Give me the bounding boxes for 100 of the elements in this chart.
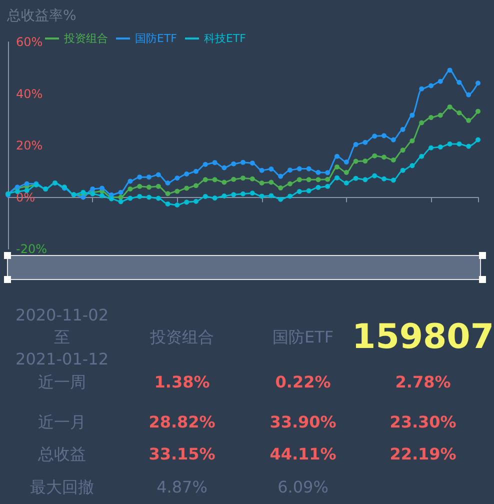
point [419,120,424,126]
point [353,158,358,164]
point [222,180,227,185]
point [410,112,415,118]
y-tick-label: 60% [16,35,43,49]
text: 最大回撤 [30,478,94,496]
point [306,177,312,182]
point [118,199,124,204]
legend-label: 科技ETF [204,32,246,45]
point [240,191,246,196]
point [231,176,236,182]
point [316,184,321,190]
point [194,183,198,188]
point [353,176,358,181]
point [325,170,330,176]
point [344,180,349,186]
text: 2020-11-02 至 2021-01-12 [16,306,108,368]
point [456,80,462,85]
point [438,78,443,84]
point [268,193,274,198]
text: 44.11% [270,444,336,464]
point [447,141,452,146]
point [390,178,396,183]
point [250,176,255,182]
point [259,180,264,186]
point [137,174,142,180]
point [419,86,424,92]
point [334,175,340,180]
point [476,108,480,114]
point [100,186,104,191]
point [231,161,236,166]
point [362,140,368,145]
point [222,193,227,198]
point [344,160,349,165]
text: 1.38% [154,372,210,392]
point [372,134,378,139]
point [80,190,86,195]
legend-label: 国防ETF [135,32,177,45]
point [194,198,198,204]
point [174,176,180,181]
point [428,145,434,150]
y-tick-label: 0% [16,190,36,204]
point [278,196,284,202]
point [128,186,133,192]
point [259,194,264,199]
point [447,68,452,73]
point [184,200,190,205]
point [466,92,472,98]
point [268,166,274,172]
point [194,168,198,174]
point [259,168,264,173]
text: 2.78% [395,372,451,392]
point [428,83,434,88]
point [278,185,284,190]
point [456,110,462,116]
point [466,144,472,149]
point [288,194,292,199]
text: 0.22% [275,372,331,392]
point [212,177,218,182]
text: 国防ETF [272,328,334,346]
point [212,196,218,201]
point [447,104,452,110]
point [296,189,302,194]
point [334,154,340,159]
point [184,171,190,176]
point [137,194,142,199]
y-tick-label: 40% [16,86,43,101]
point [466,118,472,123]
point [212,160,218,166]
text: 近一周 [38,372,86,392]
point [288,168,292,173]
point [24,181,30,186]
point [306,166,312,172]
point [288,181,292,186]
point [165,201,170,206]
point [296,177,302,182]
point [184,186,190,191]
text: 22.19% [390,444,456,464]
legend-label: 投资组合 [63,32,108,45]
point [325,176,330,182]
point [438,144,443,150]
point [128,178,133,184]
point [372,173,378,178]
point [476,137,480,142]
point [428,115,434,120]
point [137,184,142,189]
point [419,154,424,159]
point [231,192,236,198]
point [334,164,340,170]
text: 6.09% [278,478,328,496]
text: 近一月 [38,412,86,432]
point [344,170,349,175]
point [372,153,378,158]
point [382,176,386,182]
point [250,190,255,196]
point [202,162,208,167]
point [400,168,406,173]
point [362,177,368,182]
y-tick-label: 20% [16,138,43,152]
point [240,160,246,165]
